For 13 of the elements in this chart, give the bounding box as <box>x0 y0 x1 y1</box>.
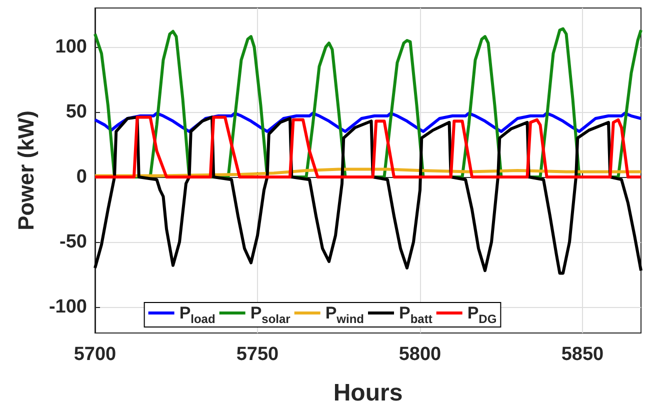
x-tick-label: 5700 <box>74 344 116 365</box>
x-tick-label: 5750 <box>236 344 279 365</box>
x-axis-title: Hours <box>333 380 403 406</box>
line-series <box>94 116 642 178</box>
y-tick-label: 100 <box>55 36 87 58</box>
x-tick-label: 5800 <box>398 344 442 365</box>
y-tick-label: 50 <box>66 102 87 122</box>
line-series <box>94 116 642 275</box>
y-axis-title: Power (kW) <box>14 110 38 230</box>
y-tick-label: -100 <box>48 296 87 318</box>
x-tick-label: 5850 <box>561 344 604 365</box>
y-tick-label: -50 <box>60 232 87 252</box>
y-tick-label: 0 <box>76 166 87 188</box>
